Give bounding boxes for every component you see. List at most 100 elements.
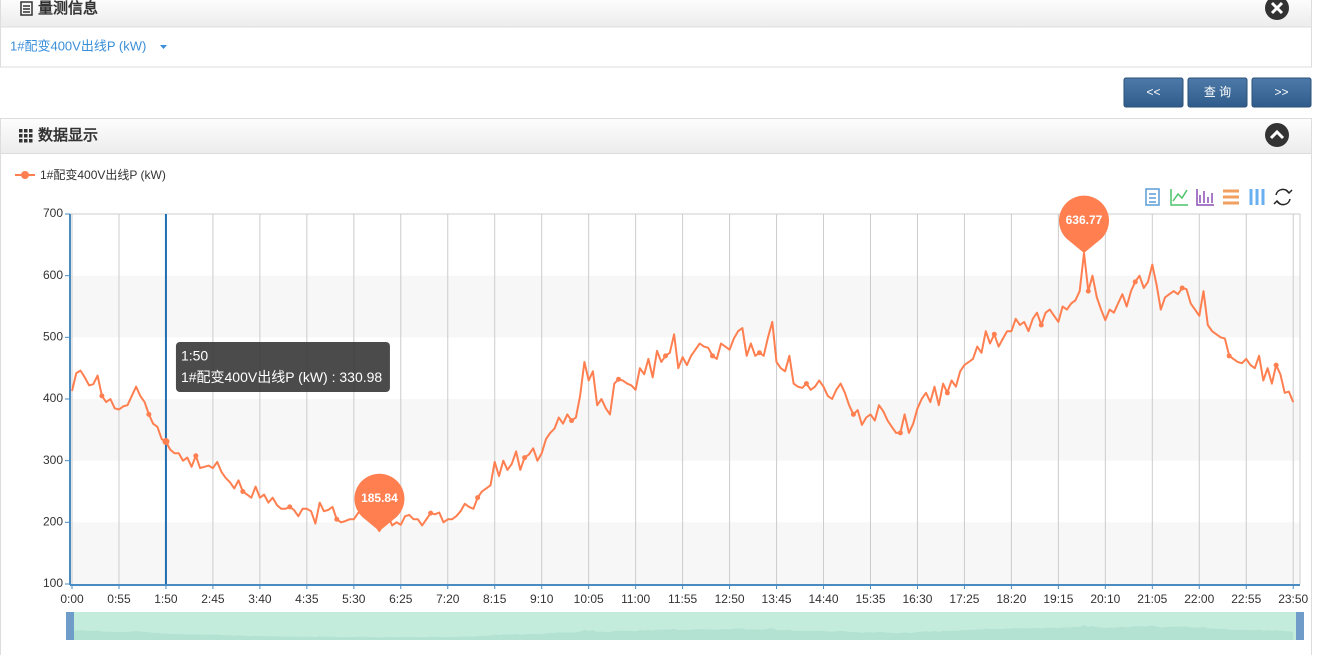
tooltip-separator: :: [328, 369, 340, 385]
x-tick-label: 3:40: [248, 592, 272, 606]
button-label[interactable]: <<: [1146, 85, 1160, 99]
mark-pin-label: 636.77: [1066, 213, 1103, 227]
mark-pin: [354, 473, 405, 532]
close-button[interactable]: [1265, 0, 1289, 20]
data-point: [1085, 288, 1091, 294]
tooltip-body: 1#配变400V出线P (kW) : 330.98: [181, 369, 382, 385]
series-line: [71, 252, 1295, 533]
data-point: [616, 376, 622, 382]
collapse-button[interactable]: [1265, 123, 1289, 147]
x-tick-label: 10:05: [574, 592, 604, 606]
data-point: [287, 504, 293, 510]
data-point: [428, 510, 434, 516]
x-tick-label: 20:10: [1090, 592, 1120, 606]
x-tick-label: 5:30: [342, 592, 366, 606]
x-tick-label: 0:00: [60, 592, 84, 606]
query-button[interactable]: 查 询: [1187, 77, 1248, 108]
data-point: [710, 353, 715, 359]
x-tick-label: 14:40: [809, 592, 839, 606]
x-tick-label: 13:45: [762, 592, 792, 606]
data-point: [897, 430, 903, 436]
data-point: [146, 411, 152, 417]
y-tick-label: 200: [43, 515, 63, 529]
list-icon: [20, 1, 33, 16]
split-area: [70, 214, 1300, 276]
y-tick-label: 600: [43, 268, 63, 282]
data-point: [756, 350, 762, 356]
split-area: [70, 275, 1300, 338]
x-tick-label: 11:55: [668, 592, 697, 606]
data-panel-header: [0, 118, 1312, 154]
data-point: [240, 489, 246, 494]
button-label[interactable]: 查 询: [1204, 85, 1231, 99]
data-point: [522, 455, 528, 461]
tool-stack[interactable]: [1223, 189, 1239, 205]
legend-dot: [21, 171, 29, 179]
legend-label: 1#配变400V出线P (kW): [40, 167, 166, 182]
x-tick-label: 9:10: [530, 592, 554, 606]
data-point: [334, 516, 340, 522]
data-point: [1038, 322, 1044, 328]
tool-tiled[interactable]: [1249, 189, 1265, 205]
x-tick-label: 7:20: [436, 592, 460, 606]
x-tick-label: 18:20: [996, 592, 1026, 606]
zoom-handle[interactable]: [1296, 612, 1304, 640]
x-tick-label: 22:55: [1231, 592, 1261, 606]
data-point: [193, 453, 199, 459]
x-tick-label: 1:50: [154, 592, 178, 606]
x-tick-label: 21:05: [1137, 592, 1167, 606]
tooltip-series: 1#配变400V出线P (kW): [181, 369, 328, 385]
toolbox[interactable]: [1145, 188, 1293, 206]
zoom-handle[interactable]: [66, 612, 74, 640]
data-point: [991, 331, 997, 337]
x-tick-label: 6:25: [389, 592, 413, 606]
x-tick-label: 0:55: [107, 592, 131, 606]
x-tick-label: 23:50: [1278, 592, 1308, 606]
tool-bar[interactable]: [1196, 189, 1214, 206]
data-point: [803, 381, 809, 387]
split-area: [70, 399, 1300, 461]
y-tick-label: 400: [43, 391, 63, 405]
mark-pin: [1058, 195, 1109, 253]
x-tick-label: 12:50: [715, 592, 745, 606]
x-tick-label: 11:00: [621, 592, 650, 606]
mark-pin-label: 185.84: [361, 491, 398, 505]
data-point: [1226, 353, 1232, 359]
measure-selector[interactable]: 1#配变400V出线P (kW): [10, 38, 146, 53]
tooltip: [175, 342, 390, 392]
tool-data-view[interactable]: [1145, 188, 1160, 206]
x-tick-label: 22:00: [1184, 592, 1214, 606]
data-point: [1132, 279, 1138, 285]
split-area: [70, 460, 1300, 523]
chart: 0:00 0:55 1:50 2:45 3:40 4:35 5:30 6:25 7:20 8:15…: [15, 167, 1309, 640]
x-tick-label: 8:15: [483, 592, 507, 606]
data-point: [569, 418, 575, 424]
x-tick-label: 19:15: [1043, 592, 1073, 606]
y-tick-label: 500: [43, 330, 63, 344]
data-title: 数据显示: [38, 126, 98, 144]
dropdown-caret[interactable]: [160, 45, 167, 49]
tool-restore[interactable]: [1273, 188, 1293, 206]
info-title: 量测信息: [38, 0, 98, 17]
info-panel-header: [0, 0, 1312, 28]
data-point: [663, 353, 669, 359]
tooltip-value: 330.98: [339, 369, 382, 385]
zoom-preview: [72, 625, 1294, 640]
prev-button[interactable]: <<: [1123, 77, 1184, 108]
data-point: [850, 411, 856, 417]
x-tick-label: 2:45: [201, 592, 225, 606]
y-tick-label: 100: [43, 576, 63, 590]
next-button[interactable]: >>: [1251, 77, 1312, 108]
split-area: [70, 522, 1300, 584]
y-tick-label: 300: [43, 453, 63, 467]
x-tick-label: 15:35: [855, 592, 885, 606]
x-tick-label: 16:30: [902, 592, 932, 606]
data-point: [475, 495, 481, 501]
button-label[interactable]: >>: [1274, 85, 1288, 99]
data-point: [99, 393, 105, 399]
tool-line[interactable]: [1170, 189, 1188, 206]
grid-icon: [19, 129, 33, 143]
tooltip-title: 1:50: [181, 348, 208, 364]
